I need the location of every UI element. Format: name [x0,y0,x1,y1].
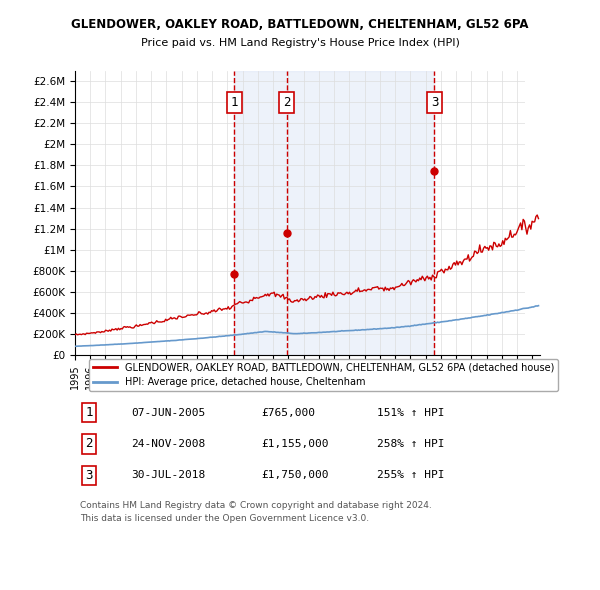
Text: 2: 2 [283,96,290,109]
Text: 258% ↑ HPI: 258% ↑ HPI [377,439,445,449]
Text: Contains HM Land Registry data © Crown copyright and database right 2024.: Contains HM Land Registry data © Crown c… [80,501,431,510]
Text: 3: 3 [431,96,438,109]
Bar [234,71,434,355]
Text: £765,000: £765,000 [261,408,315,418]
Text: 24-NOV-2008: 24-NOV-2008 [131,439,205,449]
Text: 1: 1 [230,96,238,109]
Text: £1,750,000: £1,750,000 [261,470,329,480]
Text: 30-JUL-2018: 30-JUL-2018 [131,470,205,480]
Text: 2: 2 [85,437,93,451]
Text: 07-JUN-2005: 07-JUN-2005 [131,408,205,418]
Legend: GLENDOWER, OAKLEY ROAD, BATTLEDOWN, CHELTENHAM, GL52 6PA (detached house), HPI: : GLENDOWER, OAKLEY ROAD, BATTLEDOWN, CHEL… [89,359,559,391]
Bar [525,71,540,355]
Text: 151% ↑ HPI: 151% ↑ HPI [377,408,445,418]
Text: This data is licensed under the Open Government Licence v3.0.: This data is licensed under the Open Gov… [80,514,369,523]
Text: £1,155,000: £1,155,000 [261,439,329,449]
Text: Price paid vs. HM Land Registry's House Price Index (HPI): Price paid vs. HM Land Registry's House … [140,38,460,48]
Text: 3: 3 [85,468,93,481]
Text: 255% ↑ HPI: 255% ↑ HPI [377,470,445,480]
Text: 1: 1 [85,407,93,419]
Text: GLENDOWER, OAKLEY ROAD, BATTLEDOWN, CHELTENHAM, GL52 6PA: GLENDOWER, OAKLEY ROAD, BATTLEDOWN, CHEL… [71,18,529,31]
